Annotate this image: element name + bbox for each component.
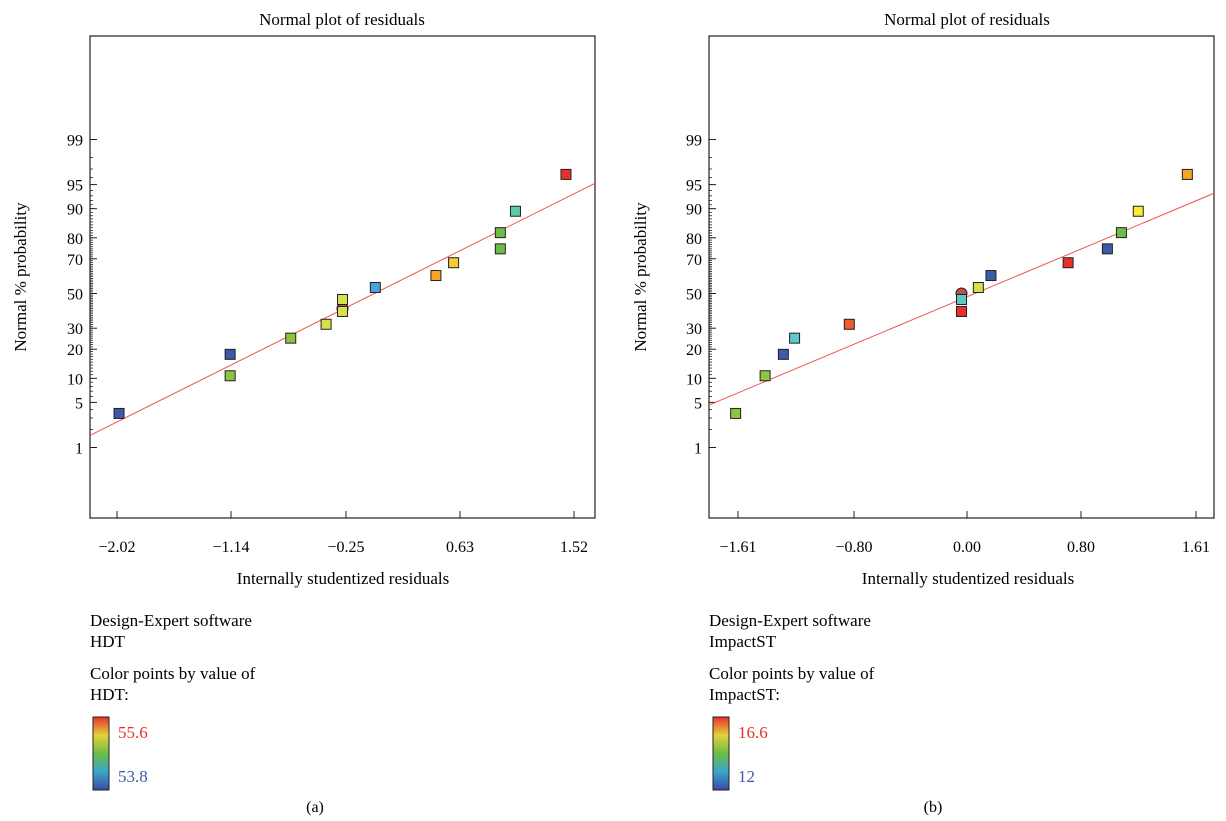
ramp-max-label: 55.6 bbox=[118, 723, 148, 742]
y-tick-label: 99 bbox=[686, 133, 702, 150]
ramp-min-label: 53.8 bbox=[118, 767, 148, 786]
x-tick-label: −0.80 bbox=[835, 539, 872, 556]
x-tick-label: −1.61 bbox=[719, 539, 756, 556]
legend-color-variable: HDT: bbox=[90, 685, 129, 704]
chart-title: Normal plot of residuals bbox=[259, 10, 425, 29]
data-point bbox=[448, 257, 460, 269]
data-point bbox=[777, 348, 789, 360]
y-tick-label: 90 bbox=[67, 202, 83, 219]
y-tick-label: 1 bbox=[75, 441, 83, 458]
y-tick-label: 10 bbox=[686, 371, 702, 388]
color-ramp bbox=[92, 716, 110, 791]
y-tick-label: 20 bbox=[686, 342, 702, 359]
chart-title: Normal plot of residuals bbox=[884, 10, 1050, 29]
data-point bbox=[1115, 227, 1127, 239]
x-tick-label: 1.61 bbox=[1182, 539, 1210, 556]
y-tick-label: 90 bbox=[686, 202, 702, 219]
legend-color-by: Color points by value of bbox=[90, 664, 256, 683]
y-tick-label: 95 bbox=[67, 178, 83, 195]
y-tick-label: 99 bbox=[67, 133, 83, 150]
data-point bbox=[285, 332, 297, 344]
x-axis-label: Internally studentized residuals bbox=[237, 569, 449, 588]
data-point bbox=[1132, 205, 1144, 217]
data-point bbox=[1062, 257, 1074, 269]
ramp-max-label: 16.6 bbox=[738, 723, 768, 742]
x-tick-label: −0.25 bbox=[327, 539, 364, 556]
y-tick-label: 80 bbox=[67, 231, 83, 248]
y-tick-label: 20 bbox=[67, 342, 83, 359]
x-tick-label: −2.02 bbox=[98, 539, 135, 556]
y-tick-label: 50 bbox=[67, 287, 83, 304]
y-axis-label: Normal % probability bbox=[11, 202, 30, 352]
y-tick-label: 10 bbox=[67, 371, 83, 388]
x-tick-label: 0.00 bbox=[953, 539, 981, 556]
data-point bbox=[972, 282, 984, 294]
y-tick-label: 70 bbox=[686, 252, 702, 269]
legend-software: Design-Expert software bbox=[709, 611, 871, 630]
data-point bbox=[956, 305, 967, 317]
y-tick-label: 70 bbox=[67, 252, 83, 269]
data-point bbox=[956, 293, 967, 305]
data-point bbox=[224, 348, 236, 360]
data-point bbox=[560, 168, 572, 180]
y-tick-label: 50 bbox=[686, 287, 702, 304]
legend-response: ImpactST bbox=[709, 632, 777, 651]
y-tick-label: 5 bbox=[75, 395, 83, 412]
y-axis-label: Normal % probability bbox=[631, 202, 650, 352]
x-tick-label: −1.14 bbox=[212, 539, 249, 556]
data-point bbox=[224, 370, 236, 382]
x-axis-label: Internally studentized residuals bbox=[862, 569, 1074, 588]
x-tick-label: 0.63 bbox=[446, 539, 474, 556]
legend-color-variable: ImpactST: bbox=[709, 685, 780, 704]
y-tick-label: 5 bbox=[694, 395, 702, 412]
data-point bbox=[337, 293, 348, 305]
data-point bbox=[494, 227, 506, 239]
y-tick-label: 80 bbox=[686, 231, 702, 248]
data-point bbox=[337, 305, 348, 317]
legend-color-by: Color points by value of bbox=[709, 664, 875, 683]
legend-software: Design-Expert software bbox=[90, 611, 252, 630]
data-point bbox=[985, 270, 997, 282]
chart-panel-a: Normal plot of residuals 1 5 10 20 30 50 70 80 90… bbox=[11, 10, 596, 816]
plot-frame bbox=[708, 35, 1215, 519]
y-tick-label: 30 bbox=[67, 321, 83, 338]
data-point bbox=[843, 318, 855, 330]
data-point bbox=[1181, 168, 1193, 180]
y-tick-label: 1 bbox=[694, 441, 702, 458]
legend-response: HDT bbox=[90, 632, 126, 651]
data-point bbox=[789, 332, 801, 344]
data-point bbox=[1101, 243, 1113, 255]
plot-frame bbox=[89, 35, 596, 519]
data-point bbox=[494, 243, 506, 255]
panel-caption: (b) bbox=[924, 799, 943, 816]
panel-caption: (a) bbox=[306, 799, 324, 816]
data-point bbox=[730, 407, 742, 419]
data-point bbox=[113, 407, 125, 419]
color-ramp bbox=[712, 716, 730, 791]
data-point bbox=[430, 270, 442, 282]
y-tick-label: 95 bbox=[686, 178, 702, 195]
data-point bbox=[759, 370, 771, 382]
chart-panel-b: Normal plot of residuals 1 5 10 20 30 50 70 80 90… bbox=[631, 10, 1215, 816]
data-point bbox=[509, 205, 521, 217]
x-tick-label: 1.52 bbox=[560, 539, 588, 556]
ramp-min-label: 12 bbox=[738, 767, 755, 786]
data-point bbox=[320, 318, 332, 330]
y-tick-label: 30 bbox=[686, 321, 702, 338]
x-tick-label: 0.80 bbox=[1067, 539, 1095, 556]
data-point bbox=[369, 282, 381, 294]
